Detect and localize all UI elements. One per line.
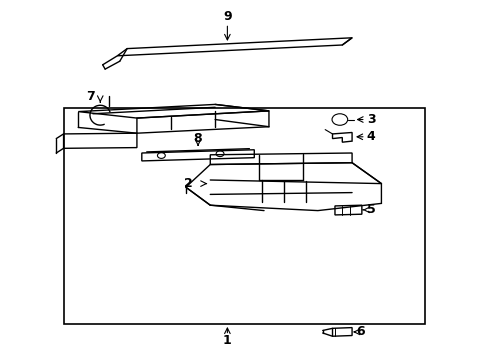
Text: 2: 2: [184, 177, 193, 190]
Text: 9: 9: [223, 10, 231, 23]
Text: 5: 5: [366, 203, 375, 216]
Text: 4: 4: [366, 130, 375, 143]
Text: 7: 7: [86, 90, 95, 103]
Text: 6: 6: [355, 325, 364, 338]
Bar: [63, 108, 425, 324]
Text: 3: 3: [366, 113, 375, 126]
Text: 1: 1: [223, 334, 231, 347]
Text: 8: 8: [193, 132, 202, 145]
